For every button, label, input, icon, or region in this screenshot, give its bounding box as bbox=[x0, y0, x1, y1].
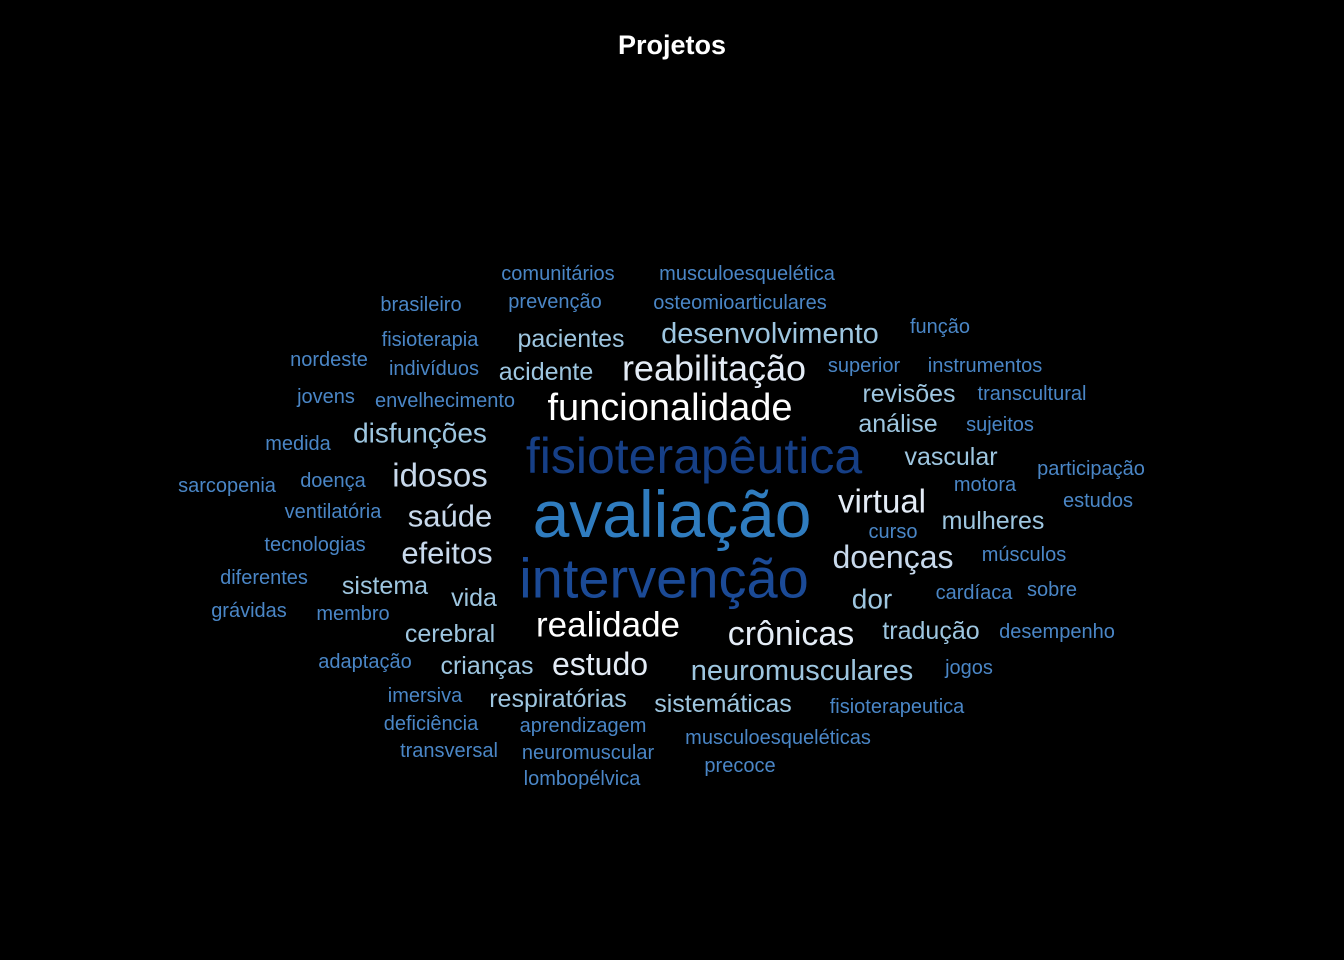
word-cronicas: crônicas bbox=[728, 615, 855, 653]
word-precoce: precoce bbox=[704, 755, 775, 777]
word-transcultural: transcultural bbox=[978, 383, 1087, 405]
word-musculos: músculos bbox=[982, 544, 1066, 566]
word-motora: motora bbox=[954, 474, 1017, 496]
word-deficiencia: deficiência bbox=[384, 713, 479, 735]
word-fisioterapia: fisioterapia bbox=[382, 329, 480, 351]
word-sistematicas: sistemáticas bbox=[654, 690, 792, 718]
word-ventilatoria: ventilatória bbox=[285, 501, 383, 523]
word-jogos: jogos bbox=[944, 657, 993, 679]
word-brasileiro: brasileiro bbox=[380, 294, 461, 316]
word-participacao: participação bbox=[1037, 458, 1145, 480]
word-neuromusculares: neuromusculares bbox=[691, 655, 913, 687]
word-disfuncoes: disfunções bbox=[353, 418, 487, 449]
word-cerebral: cerebral bbox=[405, 620, 495, 648]
word-avaliacao: avaliação bbox=[533, 477, 812, 551]
word-pacientes: pacientes bbox=[517, 325, 624, 353]
word-funcao: função bbox=[910, 316, 970, 338]
word-realidade: realidade bbox=[536, 606, 680, 645]
word-neuromuscular: neuromuscular bbox=[522, 742, 655, 764]
word-desempenho: desempenho bbox=[999, 621, 1115, 643]
word-respiratorias: respiratórias bbox=[489, 685, 627, 713]
word-funcionalidade: funcionalidade bbox=[547, 387, 792, 429]
word-sistema: sistema bbox=[342, 572, 428, 600]
word-nordeste: nordeste bbox=[290, 349, 368, 371]
word-superior: superior bbox=[828, 355, 901, 377]
word-dor: dor bbox=[852, 584, 892, 615]
word-gravidas: grávidas bbox=[211, 600, 287, 622]
word-envelhecimento: envelhecimento bbox=[375, 390, 515, 412]
word-comunitarios: comunitários bbox=[501, 263, 614, 285]
word-estudos: estudos bbox=[1063, 490, 1133, 512]
word-musculoesqueletica: musculoesquelética bbox=[659, 263, 836, 285]
word-individuos: indivíduos bbox=[389, 358, 479, 380]
word-fisioterapeutica: fisioterapêutica bbox=[526, 428, 862, 484]
chart-title: Projetos bbox=[617, 30, 727, 60]
word-cardiaca: cardíaca bbox=[936, 582, 1014, 604]
word-intervencao: intervenção bbox=[519, 547, 809, 610]
word-analise: análise bbox=[858, 410, 937, 438]
word-revisoes: revisões bbox=[862, 380, 955, 408]
word-diferentes: diferentes bbox=[220, 567, 308, 589]
word-desenvolvimento: desenvolvimento bbox=[661, 318, 879, 350]
word-sarcopenia: sarcopenia bbox=[178, 475, 277, 497]
word-instrumentos: instrumentos bbox=[928, 355, 1043, 377]
word-curso: curso bbox=[869, 521, 918, 543]
word-tecnologias: tecnologias bbox=[264, 534, 365, 556]
word-saude: saúde bbox=[408, 499, 492, 534]
word-idosos: idosos bbox=[392, 457, 487, 494]
word-imersiva: imersiva bbox=[388, 685, 463, 707]
word-jovens: jovens bbox=[296, 386, 355, 408]
word-vida: vida bbox=[451, 584, 497, 612]
word-vascular: vascular bbox=[904, 443, 997, 471]
word-efeitos: efeitos bbox=[401, 536, 492, 571]
word-musculoesqueleticas: musculoesqueléticas bbox=[685, 727, 871, 749]
word-reabilitacao: reabilitação bbox=[622, 348, 806, 389]
word-aprendizagem: aprendizagem bbox=[520, 715, 647, 737]
word-lombopelvica: lombopélvica bbox=[524, 768, 642, 790]
word-sujeitos: sujeitos bbox=[966, 414, 1034, 436]
word-transversal: transversal bbox=[400, 740, 498, 762]
word-osteomioarticulares: osteomioarticulares bbox=[653, 292, 826, 314]
word-mulheres: mulheres bbox=[942, 507, 1045, 535]
word-medida: medida bbox=[265, 433, 331, 455]
word-adaptacao: adaptação bbox=[318, 651, 411, 673]
word-criancas: crianças bbox=[440, 652, 533, 680]
word-virtual: virtual bbox=[838, 483, 926, 520]
word-prevencao: prevenção bbox=[508, 291, 601, 313]
word-membro: membro bbox=[316, 603, 389, 625]
word-fisioterapeutica: fisioterapeutica bbox=[830, 696, 965, 718]
word-acidente: acidente bbox=[499, 358, 594, 386]
word-doenca: doença bbox=[300, 470, 366, 492]
word-doencas: doenças bbox=[833, 539, 954, 575]
word-traducao: tradução bbox=[882, 617, 979, 645]
word-sobre: sobre bbox=[1027, 579, 1077, 601]
word-estudo: estudo bbox=[552, 646, 648, 682]
